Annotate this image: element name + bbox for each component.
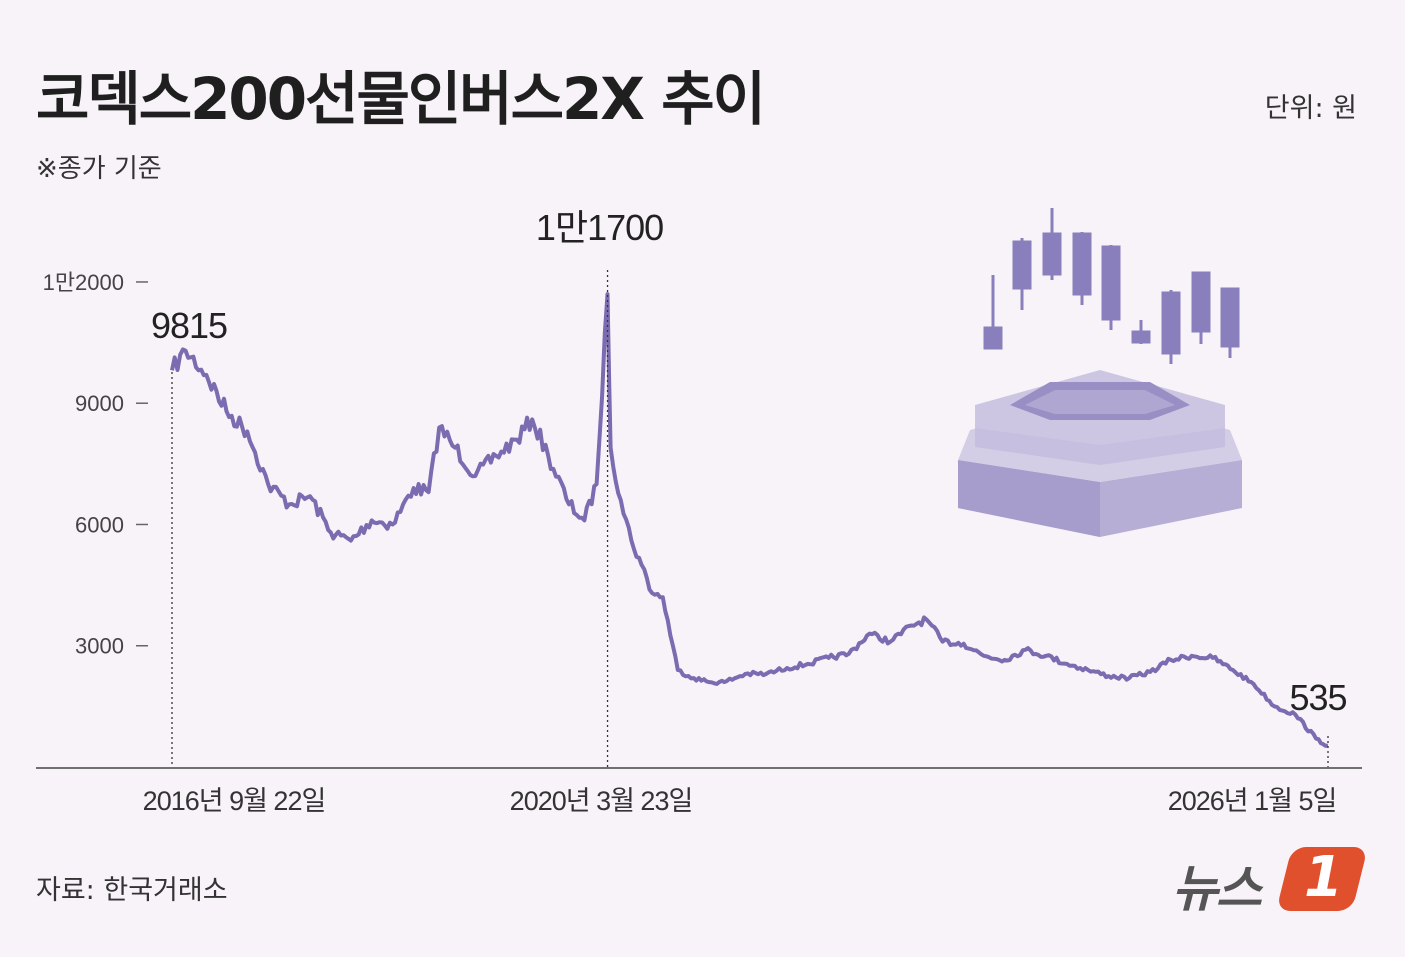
note-label: ※종가 기준: [36, 154, 162, 184]
logo-badge-text: 1: [1304, 845, 1343, 910]
unit-label: 단위: 원: [1264, 93, 1357, 124]
hexagon-base-icon: [958, 370, 1242, 537]
chart-marks: 9815 1만1700 535: [151, 207, 1348, 767]
news1-logo: 뉴스 1: [1172, 845, 1368, 918]
page-title: 코덱스200선물인버스2X 추이: [36, 65, 766, 133]
y-tick-label: 6000: [75, 512, 124, 537]
series-line: [170, 292, 1329, 748]
chart-axes: 3000 6000 9000 1만2000 2016년 9월 22일 2020년 3월 2…: [36, 270, 1362, 816]
data-label: 1만1700: [536, 207, 663, 248]
x-tick-label: 2026년 1월 5일: [1168, 786, 1337, 816]
x-tick-label: 2016년 9월 22일: [143, 786, 326, 816]
illustration: [958, 208, 1242, 537]
x-tick-label: 2020년 3월 23일: [510, 786, 693, 816]
source-label: 자료: 한국거래소: [36, 875, 228, 906]
y-tick-label: 3000: [75, 634, 124, 659]
data-label: 9815: [151, 305, 227, 346]
data-label: 535: [1289, 677, 1346, 718]
logo-text: 뉴스: [1172, 860, 1262, 918]
candlestick-icon: [983, 208, 1240, 364]
y-tick-label: 1만2000: [43, 270, 124, 295]
y-tick-label: 9000: [75, 391, 124, 416]
